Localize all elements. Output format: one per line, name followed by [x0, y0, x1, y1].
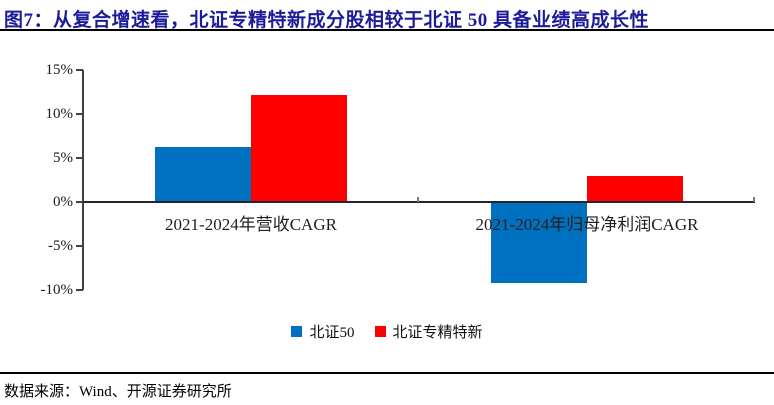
y-axis-tick	[76, 245, 83, 247]
footer-rule	[0, 372, 774, 374]
x-axis-line	[83, 201, 755, 203]
legend-label: 北证专精特新	[392, 325, 483, 341]
y-tick-label: 5%	[53, 150, 73, 166]
bar	[587, 175, 683, 202]
category-boundary-tick	[753, 197, 755, 202]
legend: 北证50 北证专精特新	[0, 321, 774, 342]
data-source: 数据来源：Wind、开源证券研究所	[4, 384, 232, 400]
bar	[155, 147, 251, 202]
y-axis-tick	[76, 289, 83, 291]
legend-item: 北证50	[291, 321, 355, 342]
plot-area: 15% 10% 5% 0% -5% -10% 2021-2024年营收CAGR 2021-20…	[41, 62, 755, 298]
title-rule	[0, 29, 774, 31]
y-tick-label: 0%	[53, 194, 73, 210]
y-tick-label: -5%	[48, 238, 73, 254]
y-tick-label: 15%	[45, 62, 74, 78]
y-tick-label: -10%	[40, 282, 74, 298]
figure-title: 图7：从复合增速看，北证专精特新成分股相较于北证 50 具备业绩高成长性	[4, 10, 650, 31]
y-axis-tick	[76, 69, 83, 71]
category-boundary-tick	[417, 197, 419, 202]
category-label: 2021-2024年归母净利润CAGR	[475, 215, 699, 234]
legend-swatch	[291, 326, 303, 337]
bar	[251, 94, 347, 202]
legend-swatch	[374, 326, 386, 337]
y-tick-label: 10%	[45, 106, 74, 122]
y-axis-tick	[76, 201, 83, 203]
legend-item: 北证专精特新	[374, 321, 483, 342]
category-label: 2021-2024年营收CAGR	[165, 215, 337, 234]
y-axis-line	[82, 70, 84, 290]
y-axis-tick	[76, 113, 83, 115]
y-axis-tick	[76, 157, 83, 159]
bar	[491, 202, 587, 283]
legend-label: 北证50	[309, 325, 355, 341]
